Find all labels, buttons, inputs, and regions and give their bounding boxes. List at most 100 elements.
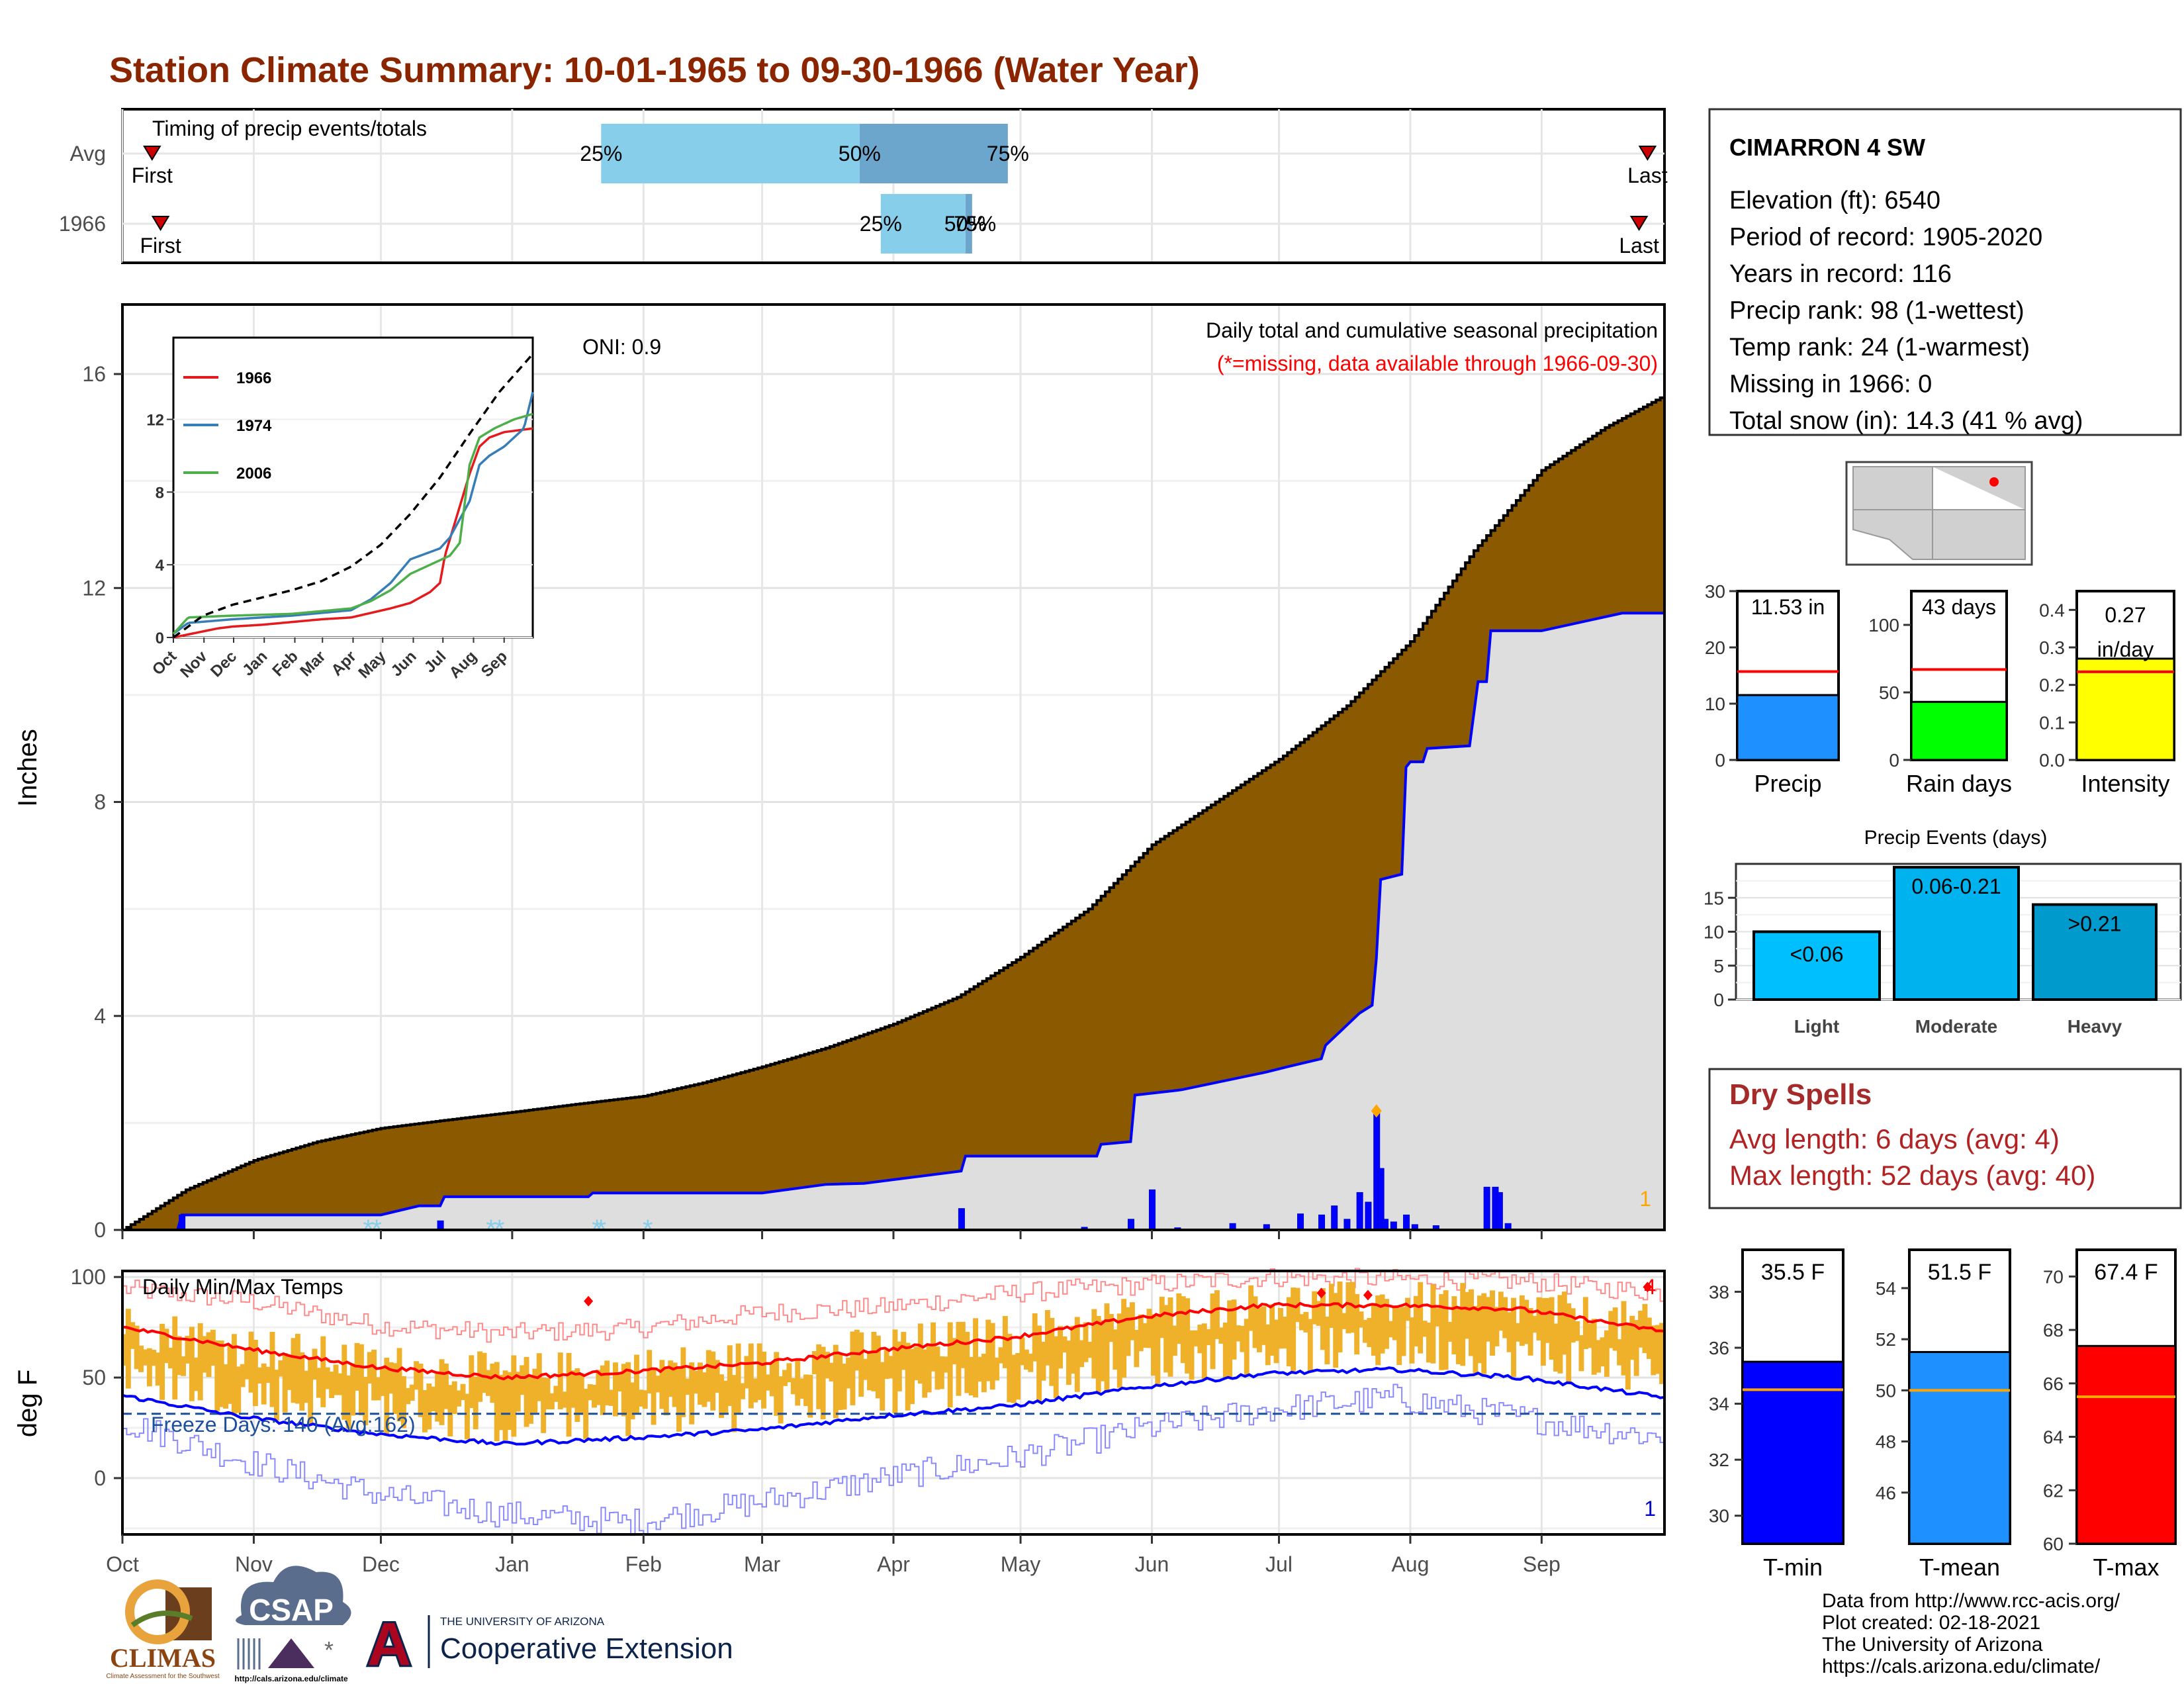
- temperature-chart: 0 50 100 Oct Nov Dec Jan Feb Mar Apr May Jun Jul Aug S…: [13, 1265, 1666, 1576]
- daily-temp-bar: [909, 1348, 915, 1405]
- record-min-line: [122, 1383, 1665, 1536]
- inset-series-line: [172, 391, 534, 635]
- daily-precip-bar: [1382, 1219, 1389, 1231]
- daily-temp-bar: [1235, 1325, 1241, 1342]
- temp-summary-ytick-label: 54: [1876, 1278, 1896, 1299]
- daily-temp-bar: [765, 1374, 771, 1391]
- daily-temp-bar: [1349, 1282, 1355, 1333]
- csap-cloud-icon: [236, 1566, 351, 1625]
- daily-temp-bar: [676, 1368, 682, 1432]
- daily-temp-bar: [752, 1378, 758, 1403]
- daily-temp-bar: [227, 1344, 233, 1404]
- summary-value-label: 0.27: [2105, 603, 2146, 627]
- daily-temp-bar: [1392, 1307, 1398, 1340]
- observed-cumulative-area: [122, 613, 1664, 1230]
- daily-temp-bar: [1167, 1297, 1173, 1377]
- daily-temp-bar: [562, 1391, 568, 1408]
- daily-temp-bar: [1218, 1327, 1224, 1344]
- month-label: Apr: [877, 1552, 910, 1576]
- daily-temp-bar: [469, 1355, 475, 1409]
- daily-temp-bar: [1206, 1329, 1212, 1346]
- credit-line: Plot created: 02-18-2021: [1822, 1612, 2040, 1634]
- daily-temp-bar: [473, 1376, 478, 1430]
- daily-temp-bar: [388, 1362, 394, 1394]
- daily-temp-bar: [1278, 1307, 1283, 1349]
- daily-temp-bar: [985, 1319, 991, 1382]
- daily-temp-bar: [549, 1393, 555, 1410]
- daily-temp-bar: [1328, 1284, 1334, 1328]
- temp-summary-bar: [2075, 1344, 2177, 1545]
- daily-temp-bar: [689, 1362, 695, 1425]
- summary-ytick-label: 100: [1868, 615, 1899, 635]
- temp-summary-ytick-label: 62: [2043, 1480, 2064, 1501]
- temp-ylabel: deg F: [13, 1370, 42, 1437]
- daily-temp-bar: [464, 1393, 470, 1440]
- daily-temp-bar: [600, 1365, 606, 1415]
- events-bar: [2032, 903, 2158, 1001]
- daily-temp-bar: [663, 1366, 669, 1416]
- main-ytick-label: 12: [82, 576, 106, 600]
- daily-temp-bar: [862, 1358, 868, 1380]
- daily-temp-bar: [1189, 1330, 1195, 1380]
- daily-temp-bar: [422, 1390, 428, 1432]
- timing-bar-50-75: [965, 194, 972, 254]
- events-range-label: 0.06-0.21: [1911, 874, 2001, 898]
- daily-temp-bar: [1625, 1325, 1631, 1390]
- summary-ytick-label: 0: [1715, 750, 1725, 771]
- daily-temp-bar: [655, 1376, 660, 1393]
- daily-temp-bar: [850, 1331, 856, 1405]
- daily-temp-bar: [769, 1362, 775, 1397]
- daily-temp-bar: [1201, 1323, 1207, 1380]
- daily-temp-bar: [511, 1355, 517, 1437]
- daily-temp-bar: [146, 1348, 152, 1387]
- credit-line: https://cals.arizona.edu/climate/: [1822, 1656, 2101, 1677]
- daily-precip-bar: [1483, 1186, 1490, 1231]
- temp-summary-ytick-label: 32: [1709, 1450, 1729, 1470]
- daily-temp-bar: [1536, 1297, 1542, 1340]
- daily-temp-bar: [1655, 1325, 1661, 1374]
- daily-temp-bar: [994, 1357, 1000, 1381]
- daily-temp-bar: [1545, 1297, 1551, 1343]
- temp-summary-label: T-min: [1763, 1554, 1823, 1581]
- avg-max-line: [122, 1301, 1665, 1381]
- daily-temp-bar: [1498, 1291, 1504, 1331]
- events-bar: [1893, 866, 2020, 1001]
- daily-temp-bar: [447, 1385, 453, 1436]
- inset-series-line: [172, 353, 534, 639]
- daily-temp-bar: [880, 1362, 886, 1411]
- daily-temp-bar: [1269, 1304, 1275, 1356]
- daily-temp-bar: [858, 1332, 864, 1397]
- inset-ytick-label: 8: [156, 484, 164, 502]
- daily-temp-bar: [1185, 1298, 1191, 1374]
- record-low-count: 1: [1644, 1497, 1656, 1521]
- daily-temp-bar: [520, 1365, 525, 1395]
- daily-temp-bar: [1210, 1293, 1216, 1370]
- daily-temp-bar: [1231, 1299, 1237, 1360]
- daily-temp-bar: [295, 1333, 300, 1404]
- station-name: CIMARRON 4 SW: [1729, 134, 1925, 161]
- daily-temp-bar: [684, 1378, 690, 1395]
- ua-mark-bg: [363, 1614, 416, 1667]
- events-ytick-label: 10: [1704, 922, 1724, 943]
- daily-temp-bar: [698, 1362, 703, 1405]
- temp-summary-ytick-label: 66: [2043, 1374, 2064, 1394]
- daily-temp-bar: [1494, 1307, 1500, 1346]
- temp-summary-ytick-label: 46: [1876, 1483, 1896, 1503]
- timing-label: Timing of precip events/totals: [152, 117, 427, 140]
- daily-temp-bar: [1413, 1295, 1419, 1346]
- daily-temp-bar: [973, 1318, 979, 1397]
- daily-temp-bar: [816, 1344, 822, 1409]
- daily-temp-bar: [989, 1323, 995, 1390]
- daily-temp-bar: [647, 1350, 653, 1394]
- daily-temp-bar: [913, 1346, 919, 1381]
- daily-temp-bar: [1083, 1322, 1089, 1362]
- daily-temp-bar: [163, 1329, 169, 1364]
- daily-temp-bar: [189, 1327, 195, 1401]
- daily-temp-bar: [1171, 1325, 1177, 1356]
- timing-p25-label: 25%: [580, 142, 622, 165]
- main-subheader: (*=missing, data available through 1966-…: [1217, 352, 1658, 375]
- daily-temp-bar: [1299, 1314, 1304, 1331]
- daily-temp-bar: [583, 1388, 589, 1439]
- daily-precip-bar: [1365, 1201, 1372, 1231]
